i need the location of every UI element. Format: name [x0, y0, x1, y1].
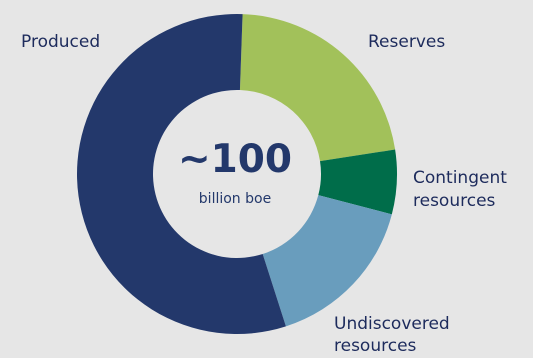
slice-produced: [77, 14, 286, 334]
center-unit: billion boe: [198, 191, 272, 207]
label-contingent-line1: Contingent: [413, 168, 507, 188]
label-reserves: Reserves: [368, 32, 446, 52]
label-contingent-line2: resources: [413, 191, 496, 211]
slice-contingent-resources: [318, 149, 397, 215]
label-produced: Produced: [21, 32, 101, 52]
slice-undiscovered-resources: [262, 195, 392, 327]
slice-reserves: [239, 14, 396, 162]
label-undiscovered-line2: resources: [334, 336, 417, 356]
center-value: ~100: [177, 137, 293, 182]
label-undiscovered-line1: Undiscovered: [334, 314, 450, 334]
